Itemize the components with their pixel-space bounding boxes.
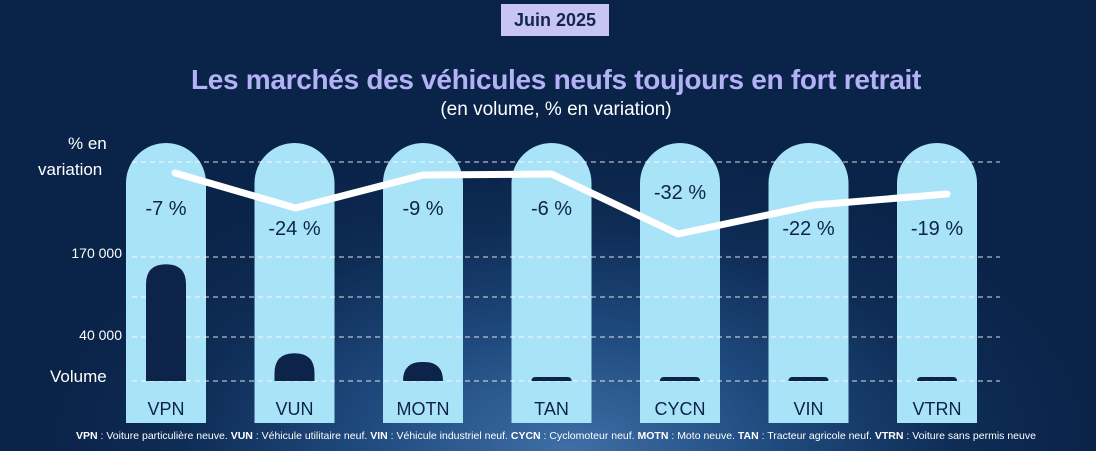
category-label: VIN	[793, 399, 823, 419]
legend-code: MOTN	[637, 430, 669, 442]
chart-subtitle: (en volume, % en variation)	[440, 99, 672, 120]
period-badge: Juin 2025	[501, 4, 609, 36]
legend-description: : Véhicule utilitaire neuf.	[252, 430, 371, 442]
legend-code: VUN	[230, 430, 253, 442]
volume-bar	[403, 362, 443, 381]
volume-bar	[917, 377, 957, 381]
volume-bar	[788, 377, 829, 381]
variation-data-label: -9 %	[402, 198, 443, 220]
category-label: VTRN	[913, 399, 962, 419]
volume-tick-label: 170 000	[71, 245, 122, 261]
legend-description: : Cyclomoteur neuf.	[540, 430, 638, 442]
variation-data-label: -6 %	[531, 198, 572, 220]
legend: VPN : Voiture particulière neuve. VUN : …	[0, 430, 1096, 442]
category-pill	[640, 143, 720, 423]
legend-description: : Véhicule industriel neuf.	[387, 430, 511, 442]
legend-description: : Voiture sans permis neuve	[903, 430, 1036, 442]
legend-code: VPN	[76, 430, 98, 442]
legend-description: : Tracteur agricole neuf.	[758, 430, 875, 442]
volume-bar	[660, 377, 700, 381]
legend-description: : Voiture particulière neuve.	[97, 430, 231, 442]
variation-line	[171, 169, 951, 238]
category-pill	[511, 143, 592, 424]
category-label: CYCN	[654, 399, 705, 419]
volume-axis-label: Volume	[50, 367, 107, 386]
variation-data-label: -7 %	[145, 198, 186, 220]
variation-data-label: -24 %	[268, 218, 320, 240]
variation-axis-label-line1: % en	[68, 134, 107, 153]
category-label: VUN	[275, 399, 313, 419]
variation-data-label: -22 %	[782, 218, 834, 240]
category-label: TAN	[534, 399, 569, 419]
legend-code: CYCN	[510, 430, 541, 442]
legend-code: TAN	[737, 430, 759, 442]
legend-description: : Moto neuve.	[668, 430, 738, 442]
category-pill	[897, 143, 977, 423]
legend-code: VIN	[370, 430, 388, 442]
volume-tick-label: 40 000	[79, 327, 122, 343]
chart-title: Les marchés des véhicules neufs toujours…	[190, 64, 922, 95]
volume-bar	[274, 353, 315, 381]
variation-data-label: -32 %	[654, 182, 706, 204]
category-label: MOTN	[397, 399, 450, 419]
variation-axis-label-line2: variation	[38, 160, 102, 179]
category-pill	[254, 143, 335, 424]
legend-code: VTRN	[874, 430, 904, 442]
variation-data-label: -19 %	[911, 218, 963, 240]
volume-bar	[531, 377, 572, 381]
category-pill	[383, 143, 463, 423]
category-label: VPN	[147, 399, 184, 419]
volume-bar	[146, 264, 186, 381]
